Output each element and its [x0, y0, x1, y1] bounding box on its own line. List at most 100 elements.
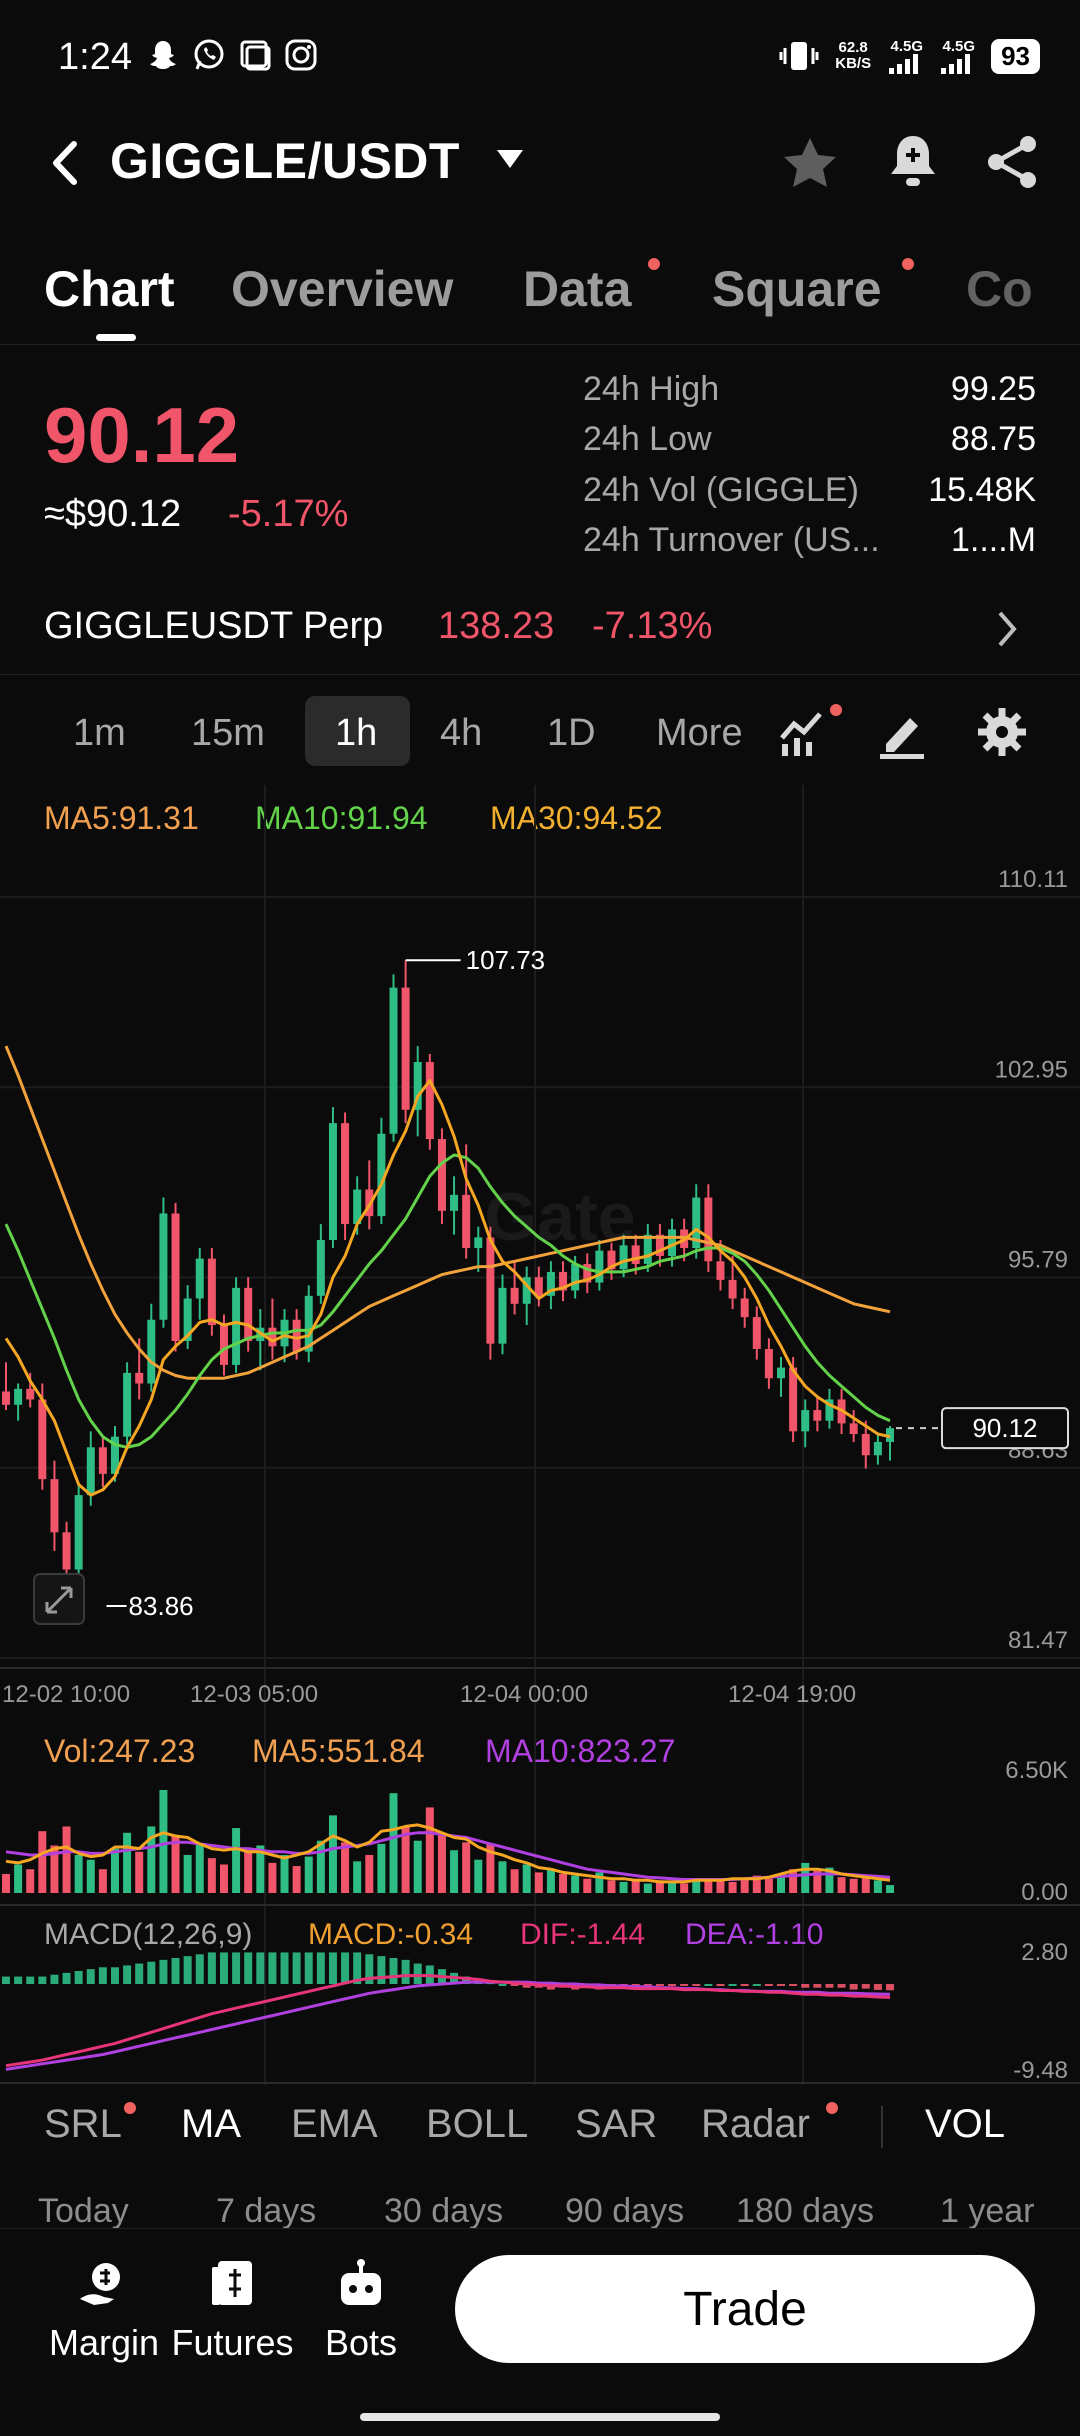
- candle-body: [886, 1428, 894, 1442]
- price-alert-bell-icon[interactable]: [882, 130, 944, 194]
- volume-bar: [789, 1869, 798, 1893]
- macd-histogram-bar: [813, 1983, 822, 1988]
- vibrate-icon: [779, 42, 819, 70]
- volume-bar: [74, 1854, 83, 1893]
- candle-body: [316, 1240, 325, 1296]
- indicator-sar[interactable]: SAR: [575, 2102, 658, 2146]
- macd-histogram-bar: [2, 1976, 10, 1984]
- perpetual-contract-row[interactable]: GIGGLEUSDT Perp 138.23 -7.13%: [0, 595, 1080, 675]
- indicator-radar[interactable]: Radar: [701, 2102, 810, 2146]
- candle-body: [583, 1263, 592, 1283]
- battery-indicator: 93: [991, 38, 1040, 74]
- macd-histogram-bar: [716, 1983, 725, 1986]
- interval-1m[interactable]: 1m: [73, 712, 126, 754]
- futures-button[interactable]: Futures: [170, 2259, 295, 2364]
- macd-histogram-bar: [498, 1983, 507, 1986]
- margin-button[interactable]: Margin: [44, 2259, 164, 2364]
- macd-histogram-bar: [292, 1952, 301, 1984]
- range-30-days[interactable]: 30 days: [384, 2192, 504, 2230]
- expand-arrows-icon: [45, 1586, 73, 1614]
- pair-dropdown-icon[interactable]: [495, 148, 525, 170]
- candle-body: [123, 1372, 132, 1437]
- tab-more[interactable]: Co: [966, 261, 1033, 317]
- indicator-ema[interactable]: EMA: [291, 2102, 378, 2146]
- ma5-line: [4, 1079, 891, 1497]
- indicator-boll[interactable]: BOLL: [426, 2102, 529, 2146]
- range-1-year[interactable]: 1 year: [940, 2192, 1035, 2230]
- volume-bar: [474, 1859, 483, 1893]
- stat-value-high: 99.25: [950, 370, 1036, 408]
- interval-1h[interactable]: 1h: [335, 712, 378, 754]
- draw-pencil-icon[interactable]: [876, 704, 928, 760]
- volume-bar: [583, 1878, 592, 1893]
- macd-histogram-bar: [873, 1983, 882, 1990]
- stat-label-high: 24h High: [583, 370, 720, 408]
- tab-chart[interactable]: Chart: [44, 261, 175, 317]
- tab-data[interactable]: Data: [523, 261, 632, 317]
- back-arrow-icon[interactable]: [46, 138, 82, 188]
- current-price-value: 90.12: [972, 1413, 1037, 1443]
- expand-chart-button[interactable]: [33, 1573, 85, 1625]
- net-speed: 62.8 KB/S: [835, 39, 872, 72]
- volume-bar: [401, 1826, 410, 1893]
- volume-bar: [607, 1880, 616, 1893]
- interval-more[interactable]: More: [656, 712, 743, 754]
- bots-button[interactable]: Bots: [318, 2259, 404, 2364]
- ma30-legend: MA30:94.52: [490, 800, 663, 836]
- volume-bar: [643, 1883, 652, 1893]
- macd-histogram-bar: [522, 1983, 531, 1988]
- candle-body: [825, 1399, 834, 1421]
- margin-label: Margin: [48, 2322, 160, 2363]
- macd-histogram-bar: [680, 1983, 689, 1986]
- tab-overview[interactable]: Overview: [231, 261, 454, 317]
- range-7-days[interactable]: 7 days: [216, 2192, 317, 2230]
- tab-bar: Chart Overview Data Square Co: [0, 250, 1080, 345]
- macd-histogram-bar: [837, 1983, 846, 1988]
- indicator-srl[interactable]: SRL: [44, 2102, 122, 2146]
- macd-dif: DIF:-1.44: [520, 1918, 645, 1951]
- macd-dea: DEA:-1.10: [685, 1918, 823, 1951]
- trade-button[interactable]: Trade: [455, 2255, 1035, 2363]
- candle-body: [292, 1319, 301, 1352]
- macd-histogram-bar: [183, 1956, 192, 1984]
- chart-grid: [0, 785, 1080, 2085]
- indicators-icon[interactable]: [776, 704, 828, 760]
- macd-histogram-bar: [389, 1958, 398, 1984]
- volume-bar: [292, 1866, 301, 1893]
- interval-15m[interactable]: 15m: [191, 712, 265, 754]
- volume-bar: [571, 1875, 580, 1893]
- signal-bars-icon: [889, 53, 919, 74]
- interval-4h[interactable]: 4h: [440, 712, 483, 754]
- candle-body: [183, 1298, 192, 1342]
- header: GIGGLE/USDT: [0, 120, 1080, 208]
- tab-square[interactable]: Square: [712, 261, 882, 317]
- macd-histogram-bar: [462, 1976, 471, 1984]
- indicator-divider: [881, 2106, 883, 2148]
- pair-title[interactable]: GIGGLE/USDT: [110, 133, 460, 189]
- volume-bar: [450, 1850, 459, 1893]
- signal-1: 4.5G: [887, 39, 923, 74]
- candle-body: [692, 1197, 701, 1249]
- favorite-star-icon[interactable]: [780, 134, 840, 194]
- volume-bar: [268, 1862, 277, 1893]
- candle-body: [764, 1348, 773, 1379]
- time-tick-label: 12-04 00:00: [460, 1681, 588, 1708]
- min-price-label: 83.86: [129, 1591, 194, 1621]
- range-today[interactable]: Today: [38, 2192, 129, 2230]
- share-icon[interactable]: [982, 132, 1042, 192]
- vol-ma10: MA10:823.27: [485, 1733, 675, 1769]
- time-tick-label: 12-04 19:00: [728, 1681, 856, 1708]
- range-180-days[interactable]: 180 days: [736, 2192, 874, 2230]
- stat-value-volume: 15.48K: [928, 471, 1036, 509]
- indicator-ma[interactable]: MA: [181, 2102, 241, 2146]
- macd-histogram-bar: [401, 1959, 410, 1984]
- perp-change: -7.13%: [592, 605, 713, 647]
- interval-1d[interactable]: 1D: [547, 712, 596, 754]
- volume-bar: [716, 1880, 725, 1893]
- macd-histogram-bar: [26, 1976, 35, 1984]
- range-90-days[interactable]: 90 days: [565, 2192, 685, 2230]
- chart-settings-gear-icon[interactable]: [974, 704, 1030, 760]
- indicator-vol[interactable]: VOL: [925, 2102, 1006, 2146]
- volume-legend: Vol:247.23 MA5:551.84 MA10:823.27: [44, 1733, 675, 1769]
